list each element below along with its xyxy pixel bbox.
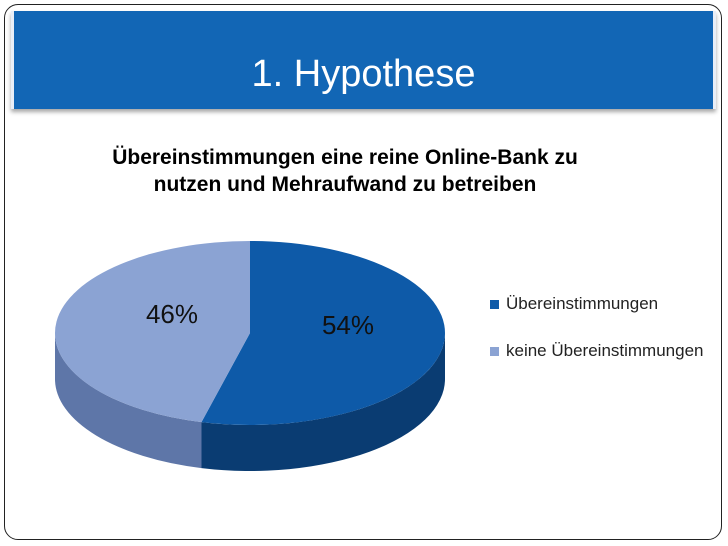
legend-item-uebereinstimmungen: Übereinstimmungen [490,294,710,314]
title-bar: 1. Hypothese [11,11,716,109]
chart-title: Übereinstimmungen eine reine Online-Bank… [112,146,578,196]
legend-label-uebereinstimmungen: Übereinstimmungen [506,294,659,313]
pie-slice-0 [201,241,445,425]
legend-swatch-keine-uebereinstimmungen [490,347,499,356]
chart-legend: Übereinstimmungen keine Übereinstimmunge… [490,294,710,388]
legend-swatch-uebereinstimmungen [490,300,499,309]
data-label-1: 46% [146,299,198,329]
data-label-0: 54% [322,310,374,340]
legend-item-keine-uebereinstimmungen: keine Übereinstimmungen [490,341,710,361]
slide-title: 1. Hypothese [251,53,476,95]
legend-label-keine-uebereinstimmungen: keine Übereinstimmungen [506,341,704,360]
pie-side-0 [201,333,445,471]
pie-slice-1 [54,241,250,423]
pie-side-1 [55,333,202,469]
